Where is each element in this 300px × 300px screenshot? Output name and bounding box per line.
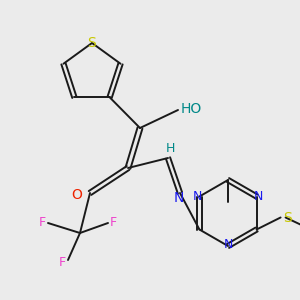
Text: N: N (223, 238, 233, 251)
Text: H: H (165, 142, 175, 155)
Text: F: F (59, 256, 66, 268)
Text: F: F (110, 217, 117, 230)
Text: N: N (254, 190, 263, 203)
Text: F: F (39, 217, 46, 230)
Text: S: S (284, 211, 292, 224)
Text: HO: HO (181, 102, 202, 116)
Text: S: S (88, 36, 96, 50)
Text: N: N (174, 191, 184, 205)
Text: O: O (71, 188, 82, 202)
Text: N: N (193, 190, 202, 203)
